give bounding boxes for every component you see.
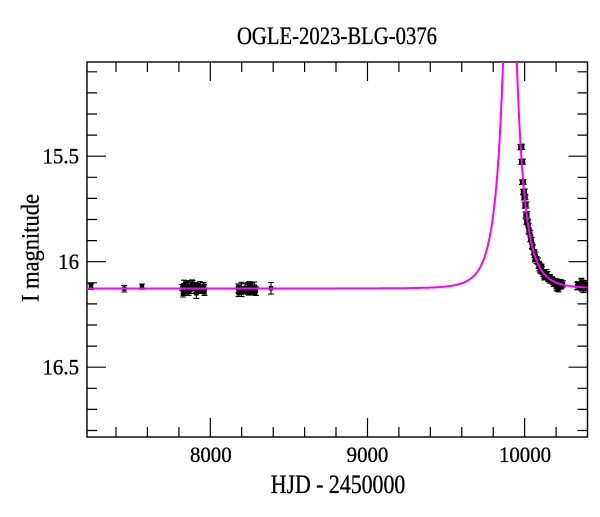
svg-text:9000: 9000 (347, 442, 389, 467)
svg-text:HJD - 2450000: HJD - 2450000 (271, 471, 406, 499)
svg-text:OGLE-2023-BLG-0376: OGLE-2023-BLG-0376 (237, 22, 437, 51)
svg-text:10000: 10000 (499, 442, 551, 467)
svg-text:16: 16 (58, 249, 79, 274)
svg-text:16.5: 16.5 (42, 355, 79, 380)
svg-text:I magnitude: I magnitude (17, 194, 44, 302)
svg-text:15.5: 15.5 (42, 144, 79, 169)
svg-text:8000: 8000 (190, 442, 232, 467)
